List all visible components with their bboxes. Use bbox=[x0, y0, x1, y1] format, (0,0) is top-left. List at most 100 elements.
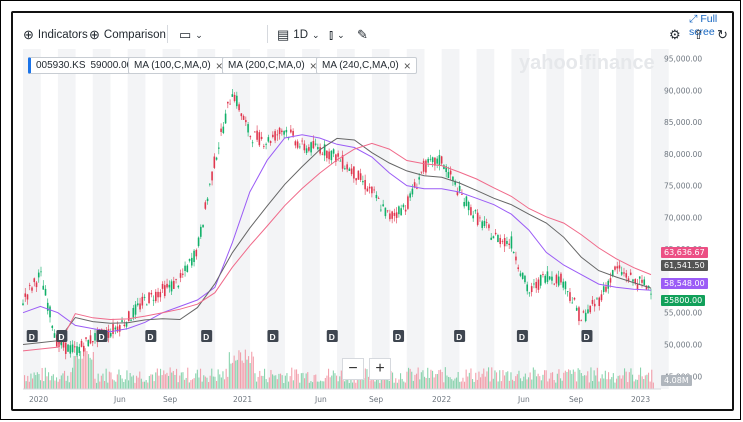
dividend-marker-label: D bbox=[583, 332, 589, 342]
chart-window: ⊕ Indicators ⊕ Comparison ▭ ⌄ ▤ 1D ⌄ ⫾ ⌄… bbox=[11, 11, 734, 411]
candle-body bbox=[611, 270, 614, 277]
ma240-pill[interactable]: MA (240,C,MA,0) × bbox=[316, 57, 417, 74]
volume-bar bbox=[576, 381, 578, 389]
interval-button[interactable]: ▤ 1D ⌄ bbox=[277, 27, 320, 43]
candle-body bbox=[481, 221, 483, 228]
settings-button[interactable]: ⚙ bbox=[669, 27, 681, 43]
candle-body bbox=[222, 126, 225, 134]
x-tick-label: Sep bbox=[569, 395, 583, 404]
candle-body bbox=[188, 259, 191, 261]
candle-body bbox=[330, 150, 333, 161]
volume-bar bbox=[195, 373, 197, 389]
comparison-button[interactable]: ⊕ Comparison bbox=[89, 27, 166, 43]
candle-body bbox=[161, 283, 164, 289]
toolbar-divider bbox=[167, 25, 168, 43]
x-tick-label: 2023 bbox=[631, 395, 650, 404]
ticker-pill[interactable]: 005930.KS 59000.00 bbox=[28, 57, 139, 74]
volume-bar bbox=[344, 381, 346, 389]
draw-button[interactable]: ✎ bbox=[357, 27, 368, 43]
reset-button[interactable]: ↻ bbox=[717, 27, 728, 43]
candle-body bbox=[391, 211, 393, 219]
volume-bar bbox=[612, 373, 614, 389]
volume-bar bbox=[105, 368, 107, 389]
volume-bar bbox=[558, 369, 560, 389]
candle-body bbox=[479, 217, 481, 219]
candle-body bbox=[609, 278, 612, 283]
candle-body bbox=[195, 249, 198, 257]
candle-body bbox=[166, 283, 168, 288]
ma100-pill[interactable]: MA (100,C,MA,0) × bbox=[128, 57, 229, 74]
volume-bar bbox=[176, 368, 178, 389]
candle-body bbox=[42, 285, 45, 290]
volume-bar bbox=[508, 380, 510, 389]
volume-bar bbox=[636, 379, 638, 389]
volume-bar bbox=[380, 373, 382, 389]
candle-body bbox=[236, 95, 238, 107]
candle-body bbox=[132, 307, 135, 318]
volume-bar bbox=[284, 375, 286, 389]
date-range-button[interactable]: ▭ ⌄ bbox=[179, 27, 203, 43]
candle-body bbox=[377, 198, 380, 199]
candle-body bbox=[233, 94, 236, 101]
candle-body bbox=[636, 284, 639, 290]
candle-body bbox=[364, 179, 366, 190]
volume-bar bbox=[460, 381, 462, 389]
candle-body bbox=[87, 340, 90, 347]
volume-bar bbox=[236, 359, 238, 389]
volume-bar bbox=[340, 370, 342, 389]
volume-bar bbox=[246, 359, 248, 389]
candle-body bbox=[170, 281, 173, 292]
volume-bar bbox=[308, 382, 310, 389]
share-button[interactable]: ⇧ bbox=[693, 27, 704, 43]
volume-bar bbox=[241, 360, 243, 389]
volume-bar bbox=[249, 363, 251, 389]
fullscreen-link[interactable]: ⤢ Full scree bbox=[689, 13, 732, 38]
candle-body bbox=[283, 130, 285, 135]
volume-bar bbox=[548, 378, 550, 389]
month-band bbox=[616, 49, 634, 389]
volume-bar bbox=[276, 379, 278, 389]
volume-bar bbox=[464, 381, 466, 389]
expand-icon: ⤢ bbox=[689, 13, 698, 25]
volume-bar bbox=[531, 379, 533, 389]
volume-bar bbox=[412, 380, 414, 389]
volume-bar bbox=[374, 381, 376, 389]
volume-bar bbox=[305, 373, 307, 389]
close-icon[interactable]: × bbox=[403, 58, 411, 73]
candle-body bbox=[557, 276, 560, 286]
candle-body bbox=[616, 266, 619, 269]
chart-type-button[interactable]: ⫾ ⌄ bbox=[329, 27, 345, 43]
volume-bar bbox=[179, 375, 181, 389]
close-icon[interactable]: × bbox=[215, 58, 223, 73]
volume-bar bbox=[200, 368, 202, 389]
volume-bar bbox=[462, 377, 464, 389]
price-chart[interactable]: yahoo!finance 95,000.00 90,000.00 85,000.00… bbox=[13, 13, 732, 409]
candle-body bbox=[344, 168, 346, 170]
volume-bar bbox=[286, 373, 288, 389]
x-tick-label: Jun bbox=[517, 395, 530, 404]
indicators-button[interactable]: ⊕ Indicators bbox=[23, 27, 88, 43]
candle-body bbox=[506, 240, 508, 244]
toolbar-divider bbox=[267, 25, 268, 43]
volume-bar bbox=[153, 381, 155, 389]
zoom-out-button[interactable]: − bbox=[342, 358, 364, 380]
volume-bar bbox=[566, 371, 568, 389]
candlestick-icon: ⫾ bbox=[329, 27, 334, 42]
candle-body bbox=[501, 241, 504, 242]
candle-body bbox=[553, 283, 556, 285]
ma200-pill[interactable]: MA (200,C,MA,0) × bbox=[222, 57, 323, 74]
y-tick-label: 50,000.00 bbox=[664, 341, 702, 350]
volume-bar bbox=[232, 362, 234, 389]
volume-bar bbox=[468, 372, 470, 389]
volume-bar bbox=[289, 376, 291, 389]
close-icon[interactable]: × bbox=[309, 58, 317, 73]
volume-bar bbox=[257, 376, 259, 389]
volume-bar bbox=[235, 360, 237, 389]
zoom-in-button[interactable]: + bbox=[369, 358, 391, 380]
candle-body bbox=[629, 272, 632, 275]
candle-body bbox=[587, 309, 589, 314]
candle-body bbox=[627, 278, 630, 281]
candle-body bbox=[272, 134, 274, 138]
candle-body bbox=[537, 279, 540, 290]
candle-body bbox=[89, 335, 92, 344]
